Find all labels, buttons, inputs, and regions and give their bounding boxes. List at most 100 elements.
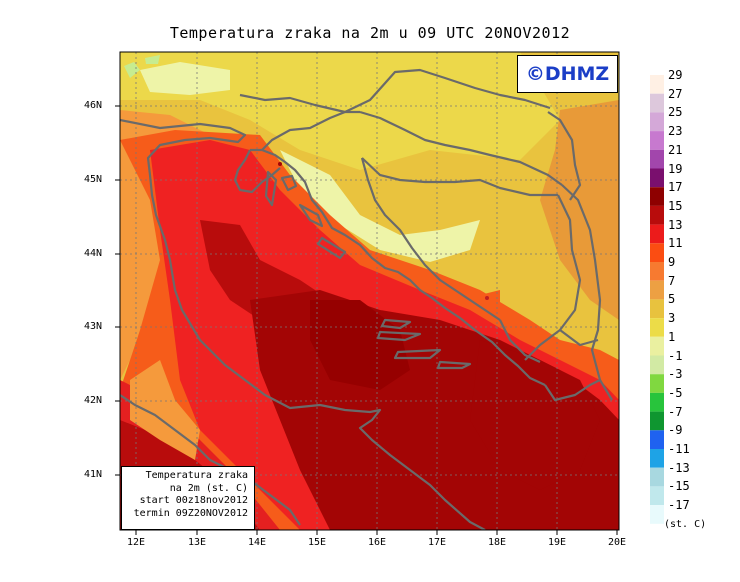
legend-label: -15 bbox=[668, 479, 690, 494]
island-dugi bbox=[316, 236, 347, 260]
legend-swatch bbox=[650, 149, 664, 169]
lat-label: 42N bbox=[84, 395, 103, 406]
field-pale-band bbox=[280, 150, 480, 262]
legend-label: 11 bbox=[668, 236, 683, 251]
italy-south-coast bbox=[120, 394, 301, 526]
legend-swatch bbox=[650, 318, 664, 337]
city-dot-rijeka bbox=[278, 162, 282, 166]
lat-label: 43N bbox=[84, 321, 103, 332]
legend-swatch bbox=[650, 93, 664, 113]
legend-label: 19 bbox=[668, 161, 683, 176]
legend-swatch bbox=[650, 392, 664, 412]
field-green-patch-2 bbox=[145, 55, 160, 64]
legend-swatch bbox=[650, 280, 664, 300]
legend-unit: (st. C) bbox=[664, 519, 707, 530]
legend-swatch bbox=[650, 449, 664, 468]
legend-label: 15 bbox=[668, 198, 683, 213]
legend-swatch bbox=[650, 355, 664, 375]
info-line: na 2m (st. C) bbox=[169, 482, 248, 494]
border-albania bbox=[544, 379, 601, 402]
croatia-coast bbox=[250, 148, 546, 386]
legend-label: 1 bbox=[668, 329, 676, 344]
info-line: termin 09Z20NOV2012 bbox=[133, 507, 248, 519]
legend-swatch bbox=[650, 411, 664, 431]
lon-label: 19E bbox=[547, 537, 567, 548]
legend-label: 27 bbox=[668, 86, 683, 101]
plot-frame bbox=[119, 51, 620, 531]
legend-swatch bbox=[650, 243, 664, 262]
legend-swatch bbox=[650, 336, 664, 356]
island-mljet bbox=[436, 360, 472, 370]
lat-label: 44N bbox=[84, 248, 103, 259]
legend-swatch bbox=[650, 262, 664, 281]
legend-label: -13 bbox=[668, 460, 690, 475]
lon-label: 14E bbox=[247, 537, 267, 548]
city-dot-mostar bbox=[485, 296, 489, 300]
coastlines-and-borders bbox=[120, 68, 613, 530]
legend-swatch bbox=[650, 75, 664, 94]
lat-label: 45N bbox=[84, 174, 103, 185]
island-krk bbox=[280, 174, 298, 192]
legend-swatch bbox=[650, 374, 664, 393]
field-green-patch bbox=[124, 62, 140, 78]
border-serbia-east bbox=[561, 184, 613, 401]
island-hvar bbox=[376, 330, 422, 342]
legend-label: -5 bbox=[668, 385, 683, 400]
border-austria-hungary bbox=[344, 68, 551, 113]
border-serbia bbox=[524, 194, 582, 361]
legend-label: 7 bbox=[668, 273, 676, 288]
lon-label: 12E bbox=[126, 537, 146, 548]
legend-label: 3 bbox=[668, 311, 676, 326]
lat-label: 41N bbox=[84, 469, 103, 480]
legend-label: -9 bbox=[668, 423, 683, 438]
border-bosnia-west bbox=[360, 157, 501, 321]
legend-swatch bbox=[650, 505, 664, 524]
island-cres bbox=[264, 170, 278, 207]
italy-east-coast bbox=[120, 118, 486, 530]
legend-label: -11 bbox=[668, 442, 690, 456]
legend-label: -3 bbox=[668, 367, 683, 382]
map-title: Temperatura zraka na 2m u 09 UTC 20NOV20… bbox=[169, 24, 571, 42]
lon-label: 15E bbox=[307, 537, 327, 548]
legend-label: 25 bbox=[668, 105, 683, 120]
legend-label: 21 bbox=[668, 142, 683, 157]
lon-label: 13E bbox=[187, 537, 207, 548]
legend-swatch bbox=[650, 467, 664, 487]
info-line: start 00z18nov2012 bbox=[139, 495, 248, 506]
grid-lines bbox=[120, 52, 619, 530]
legend-swatch bbox=[650, 168, 664, 188]
island-pag bbox=[298, 203, 324, 228]
legend-swatch bbox=[650, 112, 664, 132]
legend-swatch bbox=[650, 187, 664, 206]
axis-ticks bbox=[115, 105, 618, 535]
legend-swatches bbox=[650, 75, 664, 524]
legend-swatch bbox=[650, 224, 664, 244]
field-sea-darker bbox=[310, 300, 410, 390]
legend-swatch bbox=[650, 430, 664, 449]
border-slovenia-croatia bbox=[261, 110, 346, 151]
legend-label: 13 bbox=[668, 217, 683, 232]
info-box: Temperatura zraka na 2m (st. C) start 00… bbox=[121, 466, 255, 530]
legend-swatch bbox=[650, 131, 664, 150]
lon-label: 18E bbox=[487, 537, 507, 548]
border-kosovo bbox=[559, 329, 599, 347]
island-korcula bbox=[393, 348, 442, 360]
field-orange-east bbox=[540, 100, 619, 320]
legend-swatch bbox=[650, 205, 664, 225]
lon-label: 20E bbox=[607, 537, 627, 548]
lon-label: 17E bbox=[427, 537, 447, 548]
lat-label: 46N bbox=[84, 100, 103, 111]
legend-label: 5 bbox=[668, 292, 676, 307]
istria bbox=[233, 149, 281, 194]
border-montenegro bbox=[499, 319, 541, 363]
legend-label: 29 bbox=[668, 68, 683, 82]
lon-label: 16E bbox=[367, 537, 387, 548]
legend-label: -17 bbox=[668, 498, 690, 513]
field-east-dark bbox=[470, 340, 600, 490]
legend-label: 17 bbox=[668, 180, 683, 195]
border-croatia-bosnia bbox=[361, 157, 558, 197]
legend-label: -7 bbox=[668, 404, 683, 419]
island-brac bbox=[380, 318, 412, 330]
dhmz-logo: ©DHMZ bbox=[517, 55, 618, 93]
